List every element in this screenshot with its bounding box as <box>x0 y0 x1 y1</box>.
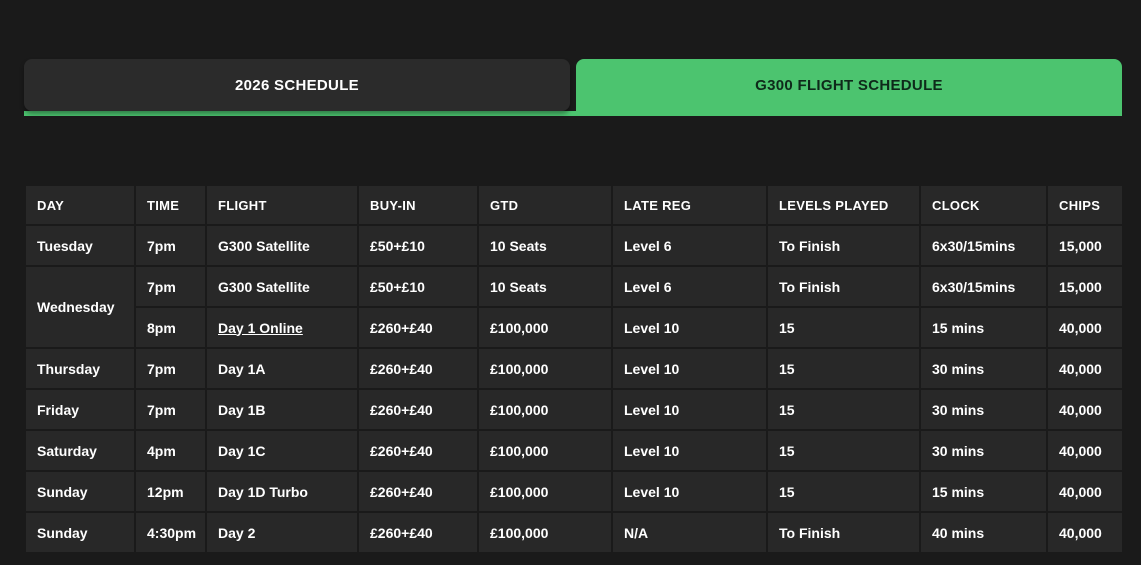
cell-time: 7pm <box>134 388 207 431</box>
column-header-clock: CLOCK <box>919 184 1048 226</box>
cell-flight: Day 1D Turbo <box>205 470 359 513</box>
cell-flight: Day 1A <box>205 347 359 390</box>
cell-chips: 15,000 <box>1046 265 1124 308</box>
cell-clock: 6x30/15mins <box>919 224 1048 267</box>
cell-flight: Day 1B <box>205 388 359 431</box>
cell-chips: 15,000 <box>1046 224 1124 267</box>
table-row: Tuesday 7pm G300 Satellite £50+£10 10 Seats L… <box>24 224 1124 267</box>
flight-link[interactable]: Day 1 Online <box>218 319 303 336</box>
cell-clock: 30 mins <box>919 429 1048 472</box>
cell-day: Saturday <box>24 429 136 472</box>
cell-late-reg: Level 6 <box>611 224 768 267</box>
cell-gtd: £100,000 <box>477 306 613 349</box>
cell-buy-in: £260+£40 <box>357 511 479 554</box>
cell-levels-played: 15 <box>766 306 921 349</box>
cell-time: 4:30pm <box>134 511 207 554</box>
cell-late-reg: Level 6 <box>611 265 768 308</box>
cell-day: Thursday <box>24 347 136 390</box>
column-header-flight: FLIGHT <box>205 184 359 226</box>
table-row: 8pm Day 1 Online £260+£40 £100,000 Level 10 1… <box>25 306 1124 349</box>
cell-levels-played: 15 <box>766 470 921 513</box>
cell-buy-in: £260+£40 <box>357 347 479 390</box>
cell-clock: 30 mins <box>919 347 1048 390</box>
table-row: Sunday 4:30pm Day 2 £260+£40 £100,000 N/A To F… <box>24 511 1124 554</box>
cell-late-reg: Level 10 <box>611 429 768 472</box>
schedule-table: DAY TIME FLIGHT BUY-IN GTD LATE REG LEVELS PLA… <box>24 184 1124 554</box>
column-header-levels-played: LEVELS PLAYED <box>766 184 921 226</box>
cell-buy-in: £260+£40 <box>357 306 479 349</box>
cell-flight: G300 Satellite <box>205 265 359 308</box>
cell-clock: 30 mins <box>919 388 1048 431</box>
cell-day: Tuesday <box>24 224 136 267</box>
tab-2026-schedule[interactable]: 2026 SCHEDULE <box>24 59 570 111</box>
cell-clock: 40 mins <box>919 511 1048 554</box>
cell-clock: 15 mins <box>919 306 1048 349</box>
cell-levels-played: 15 <box>766 429 921 472</box>
cell-late-reg: N/A <box>611 511 768 554</box>
cell-day: Friday <box>24 388 136 431</box>
cell-time: 7pm <box>134 265 207 308</box>
cell-time: 7pm <box>134 347 207 390</box>
cell-levels-played: 15 <box>766 347 921 390</box>
cell-time: 8pm <box>134 306 207 349</box>
cell-chips: 40,000 <box>1046 347 1124 390</box>
cell-chips: 40,000 <box>1046 388 1124 431</box>
table-row: Friday 7pm Day 1B £260+£40 £100,000 Level 10 1… <box>24 388 1124 431</box>
table-header-row: DAY TIME FLIGHT BUY-IN GTD LATE REG LEVELS PLA… <box>24 184 1124 226</box>
cell-buy-in: £260+£40 <box>357 388 479 431</box>
cell-late-reg: Level 10 <box>611 470 768 513</box>
cell-buy-in: £260+£40 <box>357 429 479 472</box>
flight-schedule-table: DAY TIME FLIGHT BUY-IN GTD LATE REG LEVELS PLA… <box>24 184 1124 554</box>
cell-chips: 40,000 <box>1046 470 1124 513</box>
column-header-late-reg: LATE REG <box>611 184 768 226</box>
table-row: Wednesday 7pm G300 Satellite £50+£10 10 Seat… <box>24 265 1124 349</box>
cell-levels-played: 15 <box>766 388 921 431</box>
cell-chips: 40,000 <box>1046 306 1124 349</box>
cell-gtd: £100,000 <box>477 429 613 472</box>
column-header-day: DAY <box>24 184 136 226</box>
cell-day: Sunday <box>24 511 136 554</box>
cell-gtd: £100,000 <box>477 511 613 554</box>
cell-late-reg: Level 10 <box>611 347 768 390</box>
column-header-chips: CHIPS <box>1046 184 1124 226</box>
cell-time: 7pm <box>134 224 207 267</box>
column-header-time: TIME <box>134 184 207 226</box>
column-header-gtd: GTD <box>477 184 613 226</box>
schedule-tabs: 2026 SCHEDULE G300 FLIGHT SCHEDULE <box>24 59 1122 116</box>
cell-flight: Day 1 Online <box>205 306 359 349</box>
cell-buy-in: £50+£10 <box>357 224 479 267</box>
cell-flight: Day 2 <box>205 511 359 554</box>
cell-time: 12pm <box>134 470 207 513</box>
cell-levels-played: To Finish <box>766 265 921 308</box>
table-body: Tuesday 7pm G300 Satellite £50+£10 10 Seats L… <box>24 224 1124 554</box>
cell-day: Sunday <box>24 470 136 513</box>
cell-gtd: £100,000 <box>477 470 613 513</box>
cell-time: 4pm <box>134 429 207 472</box>
cell-day: Wednesday <box>24 265 136 349</box>
cell-clock: 15 mins <box>919 470 1048 513</box>
cell-chips: 40,000 <box>1046 429 1124 472</box>
cell-gtd: 10 Seats <box>477 265 613 308</box>
table-row: Sunday 12pm Day 1D Turbo £260+£40 £100,000 Le… <box>24 470 1124 513</box>
cell-clock: 6x30/15mins <box>919 265 1048 308</box>
cell-buy-in: £260+£40 <box>357 470 479 513</box>
cell-levels-played: To Finish <box>766 224 921 267</box>
tab-g300-flight-schedule[interactable]: G300 FLIGHT SCHEDULE <box>576 59 1122 111</box>
cell-chips: 40,000 <box>1046 511 1124 554</box>
table-row: Thursday 7pm Day 1A £260+£40 £100,000 Level 1… <box>24 347 1124 390</box>
cell-flight: G300 Satellite <box>205 224 359 267</box>
cell-late-reg: Level 10 <box>611 306 768 349</box>
cell-late-reg: Level 10 <box>611 388 768 431</box>
cell-gtd: £100,000 <box>477 388 613 431</box>
table-row: Saturday 4pm Day 1C £260+£40 £100,000 Level 1… <box>24 429 1124 472</box>
cell-buy-in: £50+£10 <box>357 265 479 308</box>
cell-gtd: 10 Seats <box>477 224 613 267</box>
column-header-buy-in: BUY-IN <box>357 184 479 226</box>
cell-flight: Day 1C <box>205 429 359 472</box>
cell-gtd: £100,000 <box>477 347 613 390</box>
cell-levels-played: To Finish <box>766 511 921 554</box>
